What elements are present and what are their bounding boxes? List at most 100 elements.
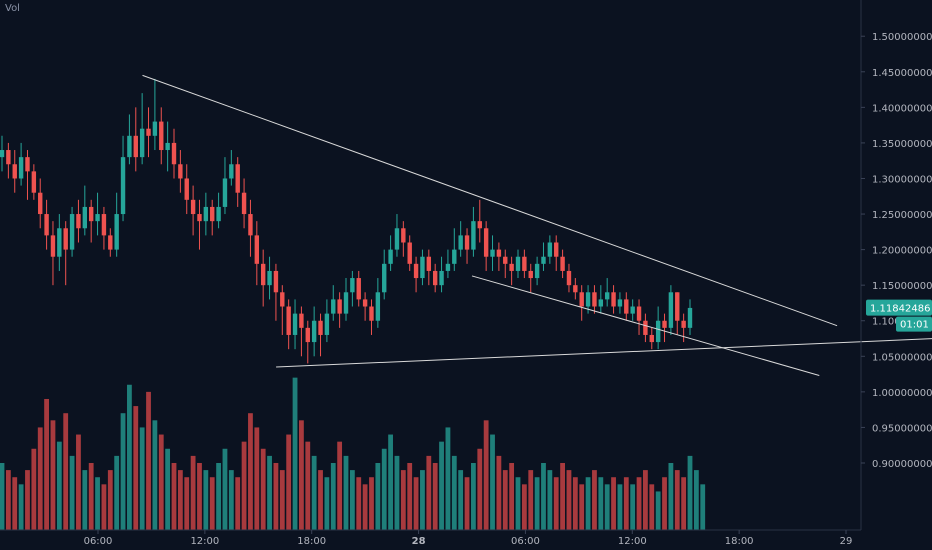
volume-bar	[604, 484, 610, 530]
volume-bar	[88, 462, 94, 530]
trendlines[interactable]	[142, 74, 932, 376]
volume-bar	[617, 484, 623, 530]
volume-bar	[222, 448, 228, 530]
volume-bar	[687, 455, 693, 530]
volume-bar	[203, 470, 209, 530]
volume-bar	[216, 462, 221, 530]
time-tick-label: 12:00	[618, 536, 647, 547]
trendline[interactable]	[276, 338, 932, 368]
volume-bar	[362, 484, 368, 530]
volume-bar	[127, 384, 132, 530]
candle-body	[388, 249, 393, 264]
volume-bar	[547, 470, 553, 530]
candle-body	[50, 235, 56, 257]
volume-bar	[95, 477, 100, 530]
candle-body	[299, 313, 304, 328]
volume-bar	[101, 484, 107, 530]
price-tick-label: 1.30000000	[872, 174, 932, 185]
volume-bar	[299, 420, 304, 530]
volume-bar	[12, 477, 18, 530]
candle-body	[286, 306, 291, 335]
candle-body	[82, 206, 88, 229]
volume-bar	[311, 455, 317, 530]
candle-body	[681, 320, 686, 328]
volume-bar	[349, 470, 355, 530]
candle-body	[171, 142, 177, 165]
volume-bar	[649, 484, 655, 530]
volume-bar	[44, 398, 49, 530]
volume-bar	[693, 470, 699, 530]
price-tick-label: 0.90000000	[872, 459, 932, 470]
price-tick-label: 0.95000000	[872, 423, 932, 434]
time-tick-label: 18:00	[725, 536, 754, 547]
volume-bar	[413, 477, 419, 530]
candle-body	[197, 214, 202, 222]
candle-body	[292, 313, 298, 335]
volume-bar	[177, 470, 183, 530]
volume-bar	[114, 455, 120, 530]
candle-body	[407, 242, 412, 264]
volume-bar	[534, 477, 540, 530]
candle-body	[490, 249, 495, 257]
candle-body	[592, 292, 597, 307]
volume-bar	[439, 441, 444, 530]
volume-bar	[254, 427, 260, 530]
candle-body	[267, 270, 272, 286]
volume-bar	[668, 462, 674, 530]
time-tick-label: 06:00	[84, 536, 113, 547]
candle-body	[541, 256, 546, 264]
volume-bar	[394, 455, 400, 530]
candle-body	[554, 242, 559, 257]
volume-bar	[566, 470, 572, 530]
volume-bar	[471, 462, 476, 530]
trendline[interactable]	[142, 74, 838, 327]
candle-body	[31, 171, 37, 193]
candle-body	[127, 135, 132, 158]
candle-body	[401, 228, 406, 243]
candle-body	[534, 263, 540, 279]
time-tick-label: 29	[840, 536, 853, 547]
candle-body	[44, 214, 49, 236]
candle-body	[496, 249, 502, 257]
countdown-badge	[896, 316, 932, 332]
candle-body	[235, 164, 240, 193]
volume-bar	[579, 484, 585, 530]
time-tick-label: 18:00	[297, 536, 326, 547]
candle-body	[464, 235, 470, 250]
volume-bar	[496, 455, 502, 530]
candle-body	[6, 150, 11, 165]
volume-bar	[56, 441, 62, 530]
candle-body	[509, 263, 514, 271]
candle-body	[260, 263, 266, 286]
volume-bar	[381, 448, 387, 530]
volume-bar	[420, 470, 425, 530]
candle-body	[311, 320, 317, 343]
candle-body	[101, 214, 107, 236]
volume-bar	[152, 420, 158, 530]
candle-body	[318, 320, 323, 335]
candle-body	[343, 292, 349, 314]
volume-bar	[330, 462, 336, 530]
volume-bar	[509, 462, 515, 530]
volume-bar	[133, 406, 139, 530]
candle-body	[655, 320, 661, 343]
candle-body	[139, 128, 145, 158]
volume-bar	[343, 455, 349, 530]
candle-body	[420, 256, 425, 279]
last-price-value: 1.11842486	[870, 304, 930, 315]
volume-bar	[445, 427, 451, 530]
volume-bar	[25, 470, 30, 530]
volume-bar	[356, 477, 362, 530]
volume-bar	[292, 377, 298, 530]
volume-bar	[197, 462, 202, 530]
candle-body	[25, 157, 30, 172]
volume-bar	[426, 455, 432, 530]
candle-body	[668, 292, 674, 328]
trendline[interactable]	[471, 275, 820, 376]
candle-body	[222, 178, 228, 207]
volume-bar	[107, 470, 113, 530]
time-axis[interactable]: 06:00 12:00 18:00 28 06:00 12:00 18:00 29	[84, 530, 853, 547]
candle-body	[356, 278, 361, 300]
candle-body	[573, 285, 578, 293]
